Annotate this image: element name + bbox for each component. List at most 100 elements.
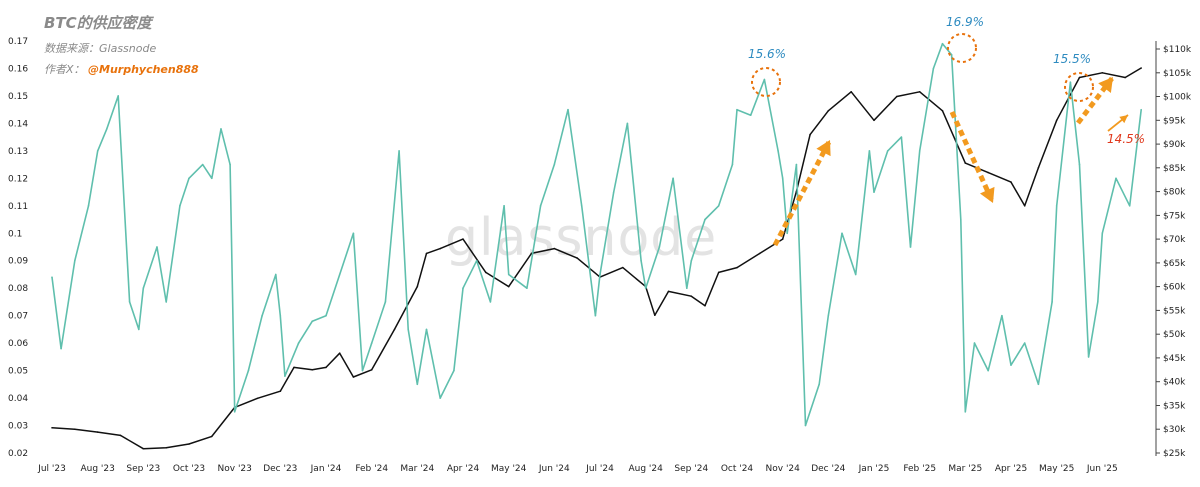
left-axis-tick-label: 0.03 (8, 422, 28, 432)
x-axis-tick-label: Apr '24 (447, 464, 480, 474)
supply-density-line-point (361, 369, 364, 372)
peak-annotation-label: 15.5% (1053, 52, 1091, 66)
x-axis-tick-label: Jul '23 (37, 464, 66, 474)
supply-density-line-point (1010, 364, 1012, 366)
x-axis-tick-label: Feb '24 (355, 464, 388, 474)
supply-density-line-point (156, 246, 158, 248)
supply-density-line-point (338, 273, 341, 276)
chart-source: 数据来源：Glassnode (44, 42, 156, 55)
supply-density-line-point (1140, 108, 1142, 111)
supply-density-line-point (777, 150, 779, 152)
supply-density-line-point (950, 53, 953, 56)
supply-density-line-point (658, 246, 661, 248)
supply-density-line-point (909, 246, 912, 248)
supply-density-line-point (640, 259, 642, 262)
supply-density-line-point (279, 314, 282, 317)
supply-density-line-point (672, 177, 674, 180)
supply-density-line-point (964, 411, 967, 413)
x-axis-tick-label: Feb '25 (903, 464, 936, 474)
btc-price-line-point (416, 285, 419, 288)
supply-density-line-point (261, 314, 263, 317)
btc-price-line-point (704, 304, 706, 307)
chart-title: BTC的供应密度 (44, 14, 155, 32)
supply-density-line-point (297, 342, 300, 344)
supply-density-line-point (918, 150, 921, 152)
btc-price-line-point (1010, 181, 1012, 183)
supply-density-line-point (731, 163, 734, 166)
btc-price-line-point (1140, 67, 1142, 69)
supply-density-line-point (1128, 205, 1131, 207)
supply-density-line-point (644, 287, 647, 290)
right-axis-tick-label: $110k (1163, 45, 1192, 55)
supply-density-line-point (87, 205, 90, 207)
btc-price-line-point (119, 434, 122, 437)
trend-arrow-head (1098, 77, 1113, 93)
supply-density-line-point (868, 150, 871, 152)
supply-density-line-point (398, 150, 400, 152)
btc-price-line-point (1101, 72, 1104, 74)
highlight-circle (947, 33, 977, 63)
supply-density-line-point (106, 128, 108, 130)
supply-density-line-point (384, 301, 387, 303)
supply-density-line-point (526, 287, 528, 290)
left-axis-tick-label: 0.13 (8, 147, 28, 157)
supply-density-line-point (1069, 81, 1072, 83)
btc-price-line-point (507, 285, 510, 288)
left-axis-tick-label: 0.11 (8, 202, 28, 212)
btc-price-line-point (622, 266, 624, 269)
btc-price-line-point (96, 431, 99, 433)
btc-price-line-point (462, 238, 464, 240)
btc-price-line-point (827, 110, 830, 112)
supply-density-line-point (507, 273, 510, 276)
x-axis-tick-label: Mar '24 (400, 464, 434, 474)
supply-density-line-point (599, 273, 601, 276)
supply-density-line-point (247, 369, 250, 372)
left-axis-tick-label: 0.05 (8, 367, 28, 377)
btc-price-line-point (1023, 205, 1026, 207)
left-axis-tick-label: 0.09 (8, 257, 28, 267)
supply-density-line-point (1101, 232, 1104, 235)
x-axis-tick-label: Aug '23 (81, 464, 115, 474)
supply-density-line-point (188, 177, 190, 180)
supply-density-line-point (686, 287, 688, 290)
btc-price-line-point (918, 91, 921, 93)
trend-arrow-head (816, 140, 831, 157)
right-axis-tick-label: $40k (1163, 378, 1186, 388)
supply-density-line-point (407, 328, 410, 331)
x-axis-tick-label: May '25 (1039, 464, 1074, 474)
supply-density-line-point (818, 383, 820, 386)
supply-density-line-point (229, 163, 231, 166)
supply-density-line-point (1023, 342, 1026, 344)
chart-author-handle: @Murphychen888 (88, 63, 199, 76)
right-axis-tick-label: $70k (1163, 235, 1186, 245)
x-axis-tick-label: Jun '25 (1086, 464, 1118, 474)
peak-annotation-label: 14.5% (1107, 132, 1145, 146)
supply-density-line-point (973, 342, 976, 344)
supply-density-line-point (1037, 383, 1040, 386)
left-axis-tick-label: 0.08 (8, 284, 28, 294)
highlight-circle (751, 67, 781, 97)
btc-price-line-point (325, 366, 327, 369)
supply-density-line-point (781, 177, 784, 180)
left-axis-tick-label: 0.15 (8, 92, 28, 102)
right-axis-tick-label: $80k (1163, 188, 1186, 198)
watermark-text: glassnode (445, 208, 717, 268)
right-axis-tick-label: $55k (1163, 306, 1186, 316)
supply-density-line-point (489, 301, 492, 303)
left-axis-tick-label: 0.16 (8, 65, 28, 75)
trend-arrow-line (949, 110, 996, 205)
supply-density-line-point (1115, 177, 1117, 180)
btc-price-line-point (553, 247, 556, 250)
x-axis-tick-label: Sep '23 (126, 464, 160, 474)
supply-density-line-point (503, 205, 505, 207)
btc-price-line-point (736, 266, 738, 269)
btc-price-line-point (393, 328, 396, 331)
supply-density-line-point (370, 342, 373, 344)
supply-density-line-point (179, 205, 181, 207)
supply-density-line-point (873, 191, 875, 193)
supply-density-line-point (749, 114, 752, 116)
btc-price-line-point (809, 133, 811, 136)
btc-price-line-point (311, 369, 314, 371)
supply-density-line-point (475, 259, 478, 262)
